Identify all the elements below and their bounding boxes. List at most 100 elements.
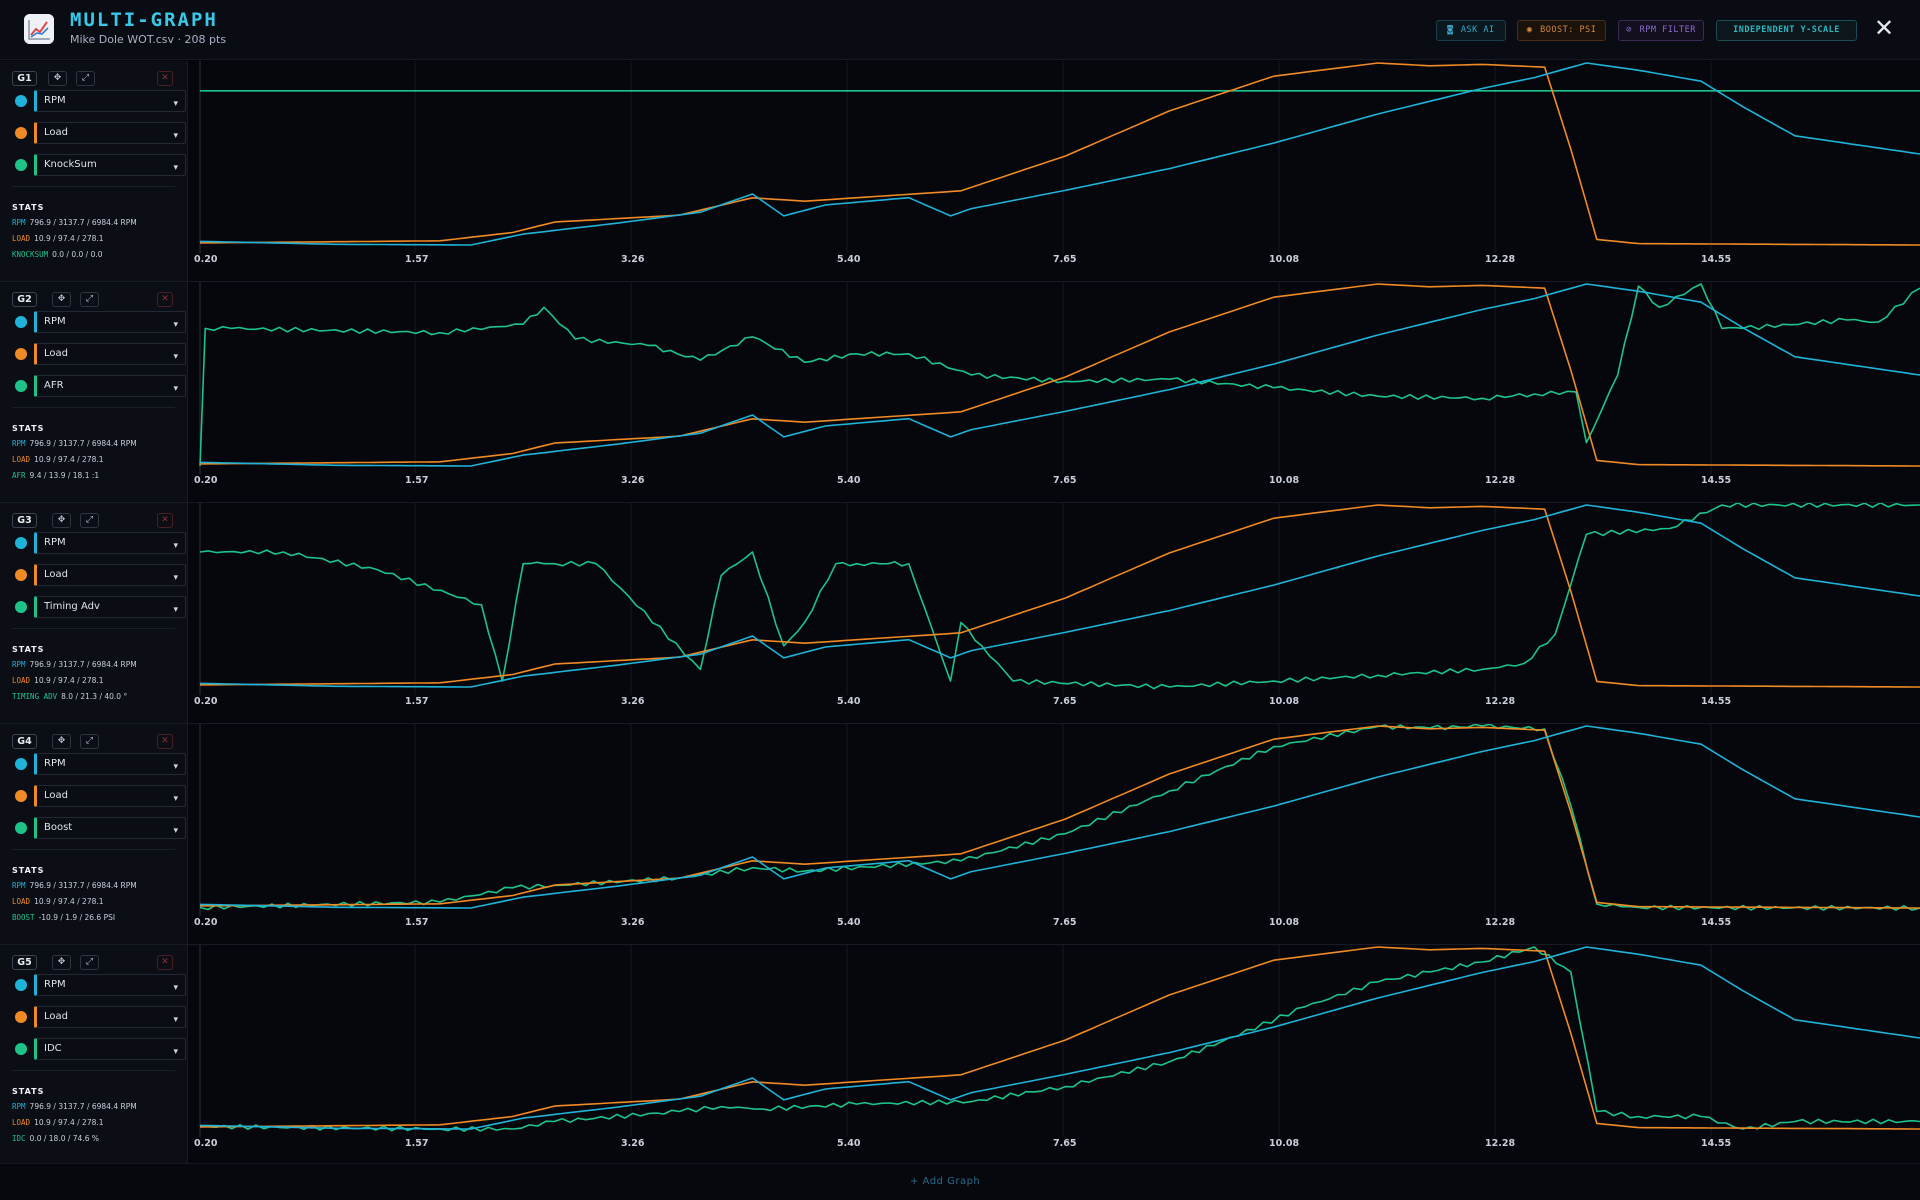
series-selector-row[interactable]: Load ▾ (14, 785, 186, 807)
series-selector-row[interactable]: Load ▾ (14, 343, 186, 365)
stat-line: RPM 796.9 / 3137.7 / 6984.4 RPM (12, 218, 137, 227)
chevron-down-icon: ▾ (173, 352, 178, 362)
remove-graph-icon[interactable]: ✕ (157, 734, 173, 749)
x-tick-label: 3.26 (621, 1138, 645, 1149)
move-icon[interactable]: ✥ (52, 513, 71, 528)
stat-line: RPM 796.9 / 3137.7 / 6984.4 RPM (12, 439, 137, 448)
series-selector-row[interactable]: KnockSum ▾ (14, 154, 186, 176)
chevron-down-icon: ▾ (173, 320, 178, 330)
remove-graph-icon[interactable]: ✕ (157, 292, 173, 307)
series-color-dot (15, 127, 27, 139)
rpm-filter-label: RPM FILTER (1639, 25, 1696, 35)
x-tick-label: 0.20 (194, 1138, 218, 1149)
series-selector-row[interactable]: IDC ▾ (14, 1038, 186, 1060)
series-select[interactable]: RPM ▾ (34, 532, 186, 554)
move-icon[interactable]: ✥ (52, 955, 71, 970)
x-tick-label: 5.40 (837, 696, 861, 707)
x-tick-label: 12.28 (1485, 696, 1515, 707)
x-tick-label: 12.28 (1485, 254, 1515, 265)
series-selector-row[interactable]: Load ▾ (14, 1006, 186, 1028)
x-tick-label: 0.20 (194, 696, 218, 707)
series-select-value: Load (44, 127, 68, 138)
series-select-value: RPM (44, 537, 66, 548)
series-select-value: KnockSum (44, 159, 97, 170)
expand-icon[interactable]: ⤢ (80, 955, 99, 970)
series-color-dot (15, 822, 27, 834)
series-selector-row[interactable]: RPM ▾ (14, 311, 186, 333)
series-line-rpm (199, 946, 1920, 1130)
chart-g1[interactable]: 0.20 1.57 3.26 5.40 7.65 10.08 12.28 14.55 (188, 61, 1920, 282)
series-select[interactable]: Load ▾ (34, 564, 186, 586)
series-select[interactable]: Boost ▾ (34, 817, 186, 839)
x-tick-label: 14.55 (1701, 1138, 1731, 1149)
chart-g2[interactable]: 0.20 1.57 3.26 5.40 7.65 10.08 12.28 14.55 (188, 282, 1920, 503)
series-selector-row[interactable]: Timing Adv ▾ (14, 596, 186, 618)
series-select[interactable]: Load ▾ (34, 785, 186, 807)
series-select[interactable]: Load ▾ (34, 343, 186, 365)
divider (12, 1070, 175, 1071)
x-tick-label: 10.08 (1269, 254, 1299, 265)
series-select[interactable]: RPM ▾ (34, 90, 186, 112)
series-selector-row[interactable]: Boost ▾ (14, 817, 186, 839)
move-icon[interactable]: ✥ (52, 734, 71, 749)
chevron-down-icon: ▾ (173, 794, 178, 804)
add-graph-button[interactable]: + Add Graph (910, 1176, 981, 1187)
x-tick-label: 0.20 (194, 254, 218, 265)
stat-line: KNOCKSUM 0.0 / 0.0 / 0.0 (12, 250, 103, 259)
series-select-value: RPM (44, 95, 66, 106)
x-tick-label: 3.26 (621, 475, 645, 486)
chart-g5[interactable]: 0.20 1.57 3.26 5.40 7.65 10.08 12.28 14.55 (188, 945, 1920, 1166)
expand-icon[interactable]: ⤢ (80, 292, 99, 307)
chevron-down-icon: ▾ (173, 826, 178, 836)
stat-value: 10.9 / 97.4 / 278.1 (34, 455, 104, 464)
series-select[interactable]: IDC ▾ (34, 1038, 186, 1060)
move-icon[interactable]: ✥ (52, 292, 71, 307)
chart-g3[interactable]: 0.20 1.57 3.26 5.40 7.65 10.08 12.28 14.55 (188, 503, 1920, 724)
series-select[interactable]: RPM ▾ (34, 974, 186, 996)
series-selector-row[interactable]: Load ▾ (14, 564, 186, 586)
remove-graph-icon[interactable]: ✕ (157, 513, 173, 528)
series-select[interactable]: Load ▾ (34, 1006, 186, 1028)
series-select[interactable]: RPM ▾ (34, 753, 186, 775)
expand-icon[interactable]: ⤢ (76, 71, 95, 86)
chart-g4[interactable]: 0.20 1.57 3.26 5.40 7.65 10.08 12.28 14.55 (188, 724, 1920, 945)
series-select[interactable]: RPM ▾ (34, 311, 186, 333)
series-select-value: Load (44, 1011, 68, 1022)
series-selector-row[interactable]: Load ▾ (14, 122, 186, 144)
series-selector-row[interactable]: RPM ▾ (14, 532, 186, 554)
series-select[interactable]: Timing Adv ▾ (34, 596, 186, 618)
expand-icon[interactable]: ⤢ (80, 513, 99, 528)
expand-icon[interactable]: ⤢ (80, 734, 99, 749)
x-tick-label: 1.57 (405, 696, 428, 707)
ask-ai-button[interactable]: ◙ ASK AI (1436, 20, 1506, 41)
x-tick-label: 1.57 (405, 475, 428, 486)
x-tick-label: 1.57 (405, 254, 428, 265)
x-tick-label: 1.57 (405, 1138, 428, 1149)
series-line-afr (199, 283, 1920, 467)
series-select[interactable]: KnockSum ▾ (34, 154, 186, 176)
graph-panel-g4: G4 ✥ ⤢ ✕ RPM ▾ Load ▾ Boost ▾ STATS RPM 796.9 / 3137… (0, 724, 188, 945)
move-icon[interactable]: ✥ (48, 71, 67, 86)
divider (12, 849, 175, 850)
boost-unit-button[interactable]: ◉ BOOST: PSI (1517, 20, 1606, 41)
series-color-dot (15, 380, 27, 392)
series-selector-row[interactable]: AFR ▾ (14, 375, 186, 397)
series-select[interactable]: Load ▾ (34, 122, 186, 144)
series-selector-row[interactable]: RPM ▾ (14, 90, 186, 112)
stat-line: LOAD 10.9 / 97.4 / 278.1 (12, 455, 104, 464)
series-select[interactable]: AFR ▾ (34, 375, 186, 397)
stat-line: LOAD 10.9 / 97.4 / 278.1 (12, 1118, 104, 1127)
independent-y-scale-toggle[interactable]: INDEPENDENT Y-SCALE (1716, 20, 1857, 41)
close-icon[interactable]: ✕ (1873, 14, 1895, 42)
series-selector-row[interactable]: RPM ▾ (14, 753, 186, 775)
series-line-rpm (199, 283, 1920, 467)
remove-graph-icon[interactable]: ✕ (157, 71, 173, 86)
rpm-filter-button[interactable]: ⊘ RPM FILTER (1618, 20, 1704, 41)
stat-value: 10.9 / 97.4 / 278.1 (34, 676, 104, 685)
chevron-down-icon: ▾ (173, 99, 178, 109)
stat-value: 9.4 / 13.9 / 18.1 :1 (29, 471, 100, 480)
series-selector-row[interactable]: RPM ▾ (14, 974, 186, 996)
top-bar: MULTI-GRAPH Mike Dole WOT.csv · 208 pts … (0, 0, 1920, 60)
stats-heading: STATS (12, 203, 45, 212)
remove-graph-icon[interactable]: ✕ (157, 955, 173, 970)
